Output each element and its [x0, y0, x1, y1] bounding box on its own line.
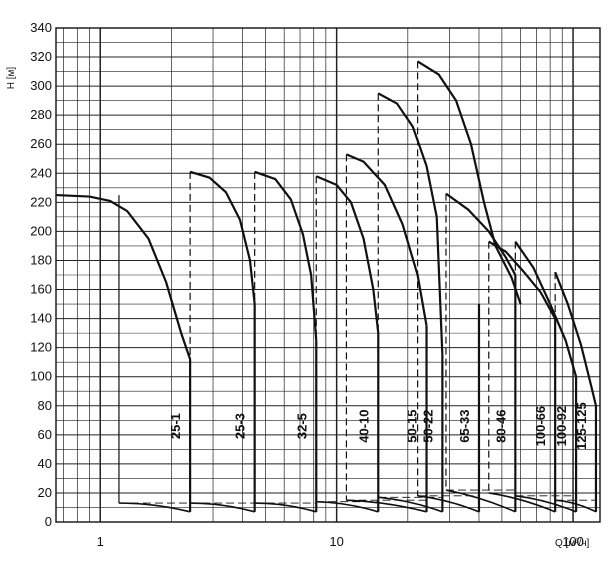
series-label: 25-1 [168, 413, 183, 439]
series-top-curve [315, 175, 380, 334]
series-bottom-curve [417, 495, 480, 513]
series-top-curve [346, 153, 428, 327]
y-tick-label: 20 [38, 485, 52, 500]
plot-frame [55, 27, 601, 523]
series-top-curve [445, 192, 517, 276]
y-axis-label: H [м] [6, 67, 17, 90]
series-top-curve [377, 92, 444, 355]
series-top-curve [55, 193, 192, 360]
x-axis-label: Q [м³/ч] [555, 538, 590, 549]
y-tick-label: 80 [38, 398, 52, 413]
series-bottom-curve [515, 495, 577, 513]
series-top-curve [488, 240, 557, 320]
grid [56, 27, 600, 523]
y-tick-label: 280 [30, 107, 52, 122]
y-tick-label: 140 [30, 311, 52, 326]
series-top-curve [417, 60, 522, 305]
y-tick-label: 340 [30, 20, 52, 35]
y-tick-label: 240 [30, 165, 52, 180]
series-top-curve [254, 170, 318, 341]
y-tick-label: 200 [30, 223, 52, 238]
series-bottom-curve [488, 492, 556, 513]
series-label: 50-15 [405, 409, 420, 442]
y-tick-label: 260 [30, 136, 52, 151]
curve-labels: 25-1 25-3 32-5 40-10 50-15 50-22 65-33 80-46 100… [168, 402, 589, 450]
x-tick-label: 10 [329, 534, 343, 549]
y-tick-label: 300 [30, 78, 52, 93]
y-tick-label: 40 [38, 456, 52, 471]
y-tick-label: 320 [30, 49, 52, 64]
series-label: 25-3 [233, 413, 248, 439]
series-label: 65-33 [457, 409, 472, 442]
series-label: 32-5 [294, 413, 309, 439]
series-label: 50-22 [420, 409, 435, 442]
y-tick-label: 160 [30, 282, 52, 297]
y-tick-label: 120 [30, 340, 52, 355]
series-bottom-curve [346, 499, 427, 513]
series-bottom-curve [445, 489, 516, 513]
series-label: 100-92 [554, 406, 569, 446]
series-top-curve [554, 271, 598, 407]
series-bottom-curve [378, 496, 443, 513]
axes: 0 20 40 60 80 100 120 140 160 180 200 220 240 260 280 3… [30, 20, 601, 549]
y-tick-label: 0 [45, 514, 52, 529]
series-top-curve [189, 170, 256, 305]
series-top-curve [514, 240, 578, 378]
y-tick-label: 180 [30, 252, 52, 267]
series-label: 100-66 [533, 406, 548, 446]
x-tick-label: 100 [562, 534, 584, 549]
x-tick-label: 1 [97, 534, 104, 549]
y-tick-label: 220 [30, 194, 52, 209]
series-label: 125-125 [574, 402, 589, 450]
series-label: 40-10 [356, 409, 371, 442]
series-label: 80-46 [493, 409, 508, 442]
curves [55, 60, 598, 513]
y-tick-label: 100 [30, 369, 52, 384]
y-tick-label: 60 [38, 427, 52, 442]
